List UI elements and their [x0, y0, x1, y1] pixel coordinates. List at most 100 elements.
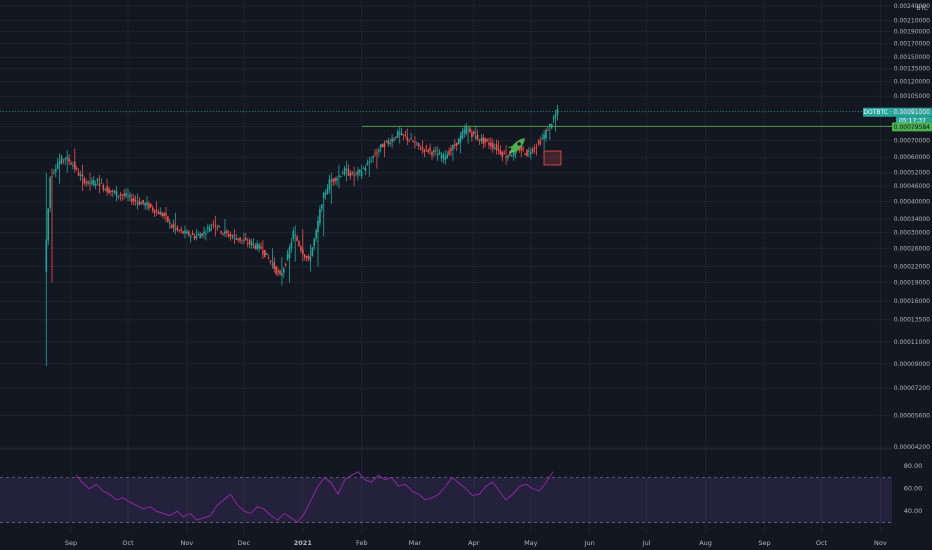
candle-body [482, 137, 485, 144]
candle-body [340, 176, 342, 178]
rsi-panel: 80.00 60.00 40.00 [0, 448, 923, 524]
candle-body [402, 134, 405, 136]
candle-body [226, 230, 228, 234]
candle-body [104, 189, 106, 191]
candle-body [539, 140, 542, 144]
candle-body [421, 146, 424, 149]
candle-body [484, 137, 486, 143]
candle-body [121, 194, 124, 196]
candle-body [85, 182, 87, 184]
candle-body [406, 137, 409, 141]
candle-body [91, 180, 93, 184]
candle-body [419, 149, 422, 150]
candle-body [374, 153, 376, 155]
candle-body [359, 169, 361, 173]
candle-body [524, 153, 526, 155]
candle-body [341, 173, 344, 175]
candle-body [233, 234, 236, 236]
time-tick-label: 2021 [294, 539, 313, 547]
rsi-tick-label: 60.00 [904, 485, 923, 493]
candle-body [212, 223, 215, 225]
candle-body [184, 230, 186, 234]
candle-body [328, 179, 331, 189]
time-tick-label: Mar [409, 539, 422, 547]
candle-body [60, 156, 63, 164]
candle-body [201, 233, 203, 237]
candle-body [117, 195, 120, 197]
candle-body [290, 242, 293, 249]
candle-body [549, 123, 551, 127]
candle-body [552, 118, 555, 120]
countdown-text: 05:17:37 [899, 118, 926, 125]
candle-body [404, 135, 407, 137]
candle-body [237, 238, 239, 241]
candle-body [55, 169, 57, 172]
candle-body [296, 236, 298, 241]
candle-body [131, 198, 133, 202]
candle-body [378, 149, 380, 152]
candle-body [389, 142, 391, 144]
candle-body [457, 138, 460, 145]
candle-body [256, 243, 258, 250]
candle-body [435, 150, 437, 152]
candle-body [45, 239, 48, 272]
time-axis[interactable]: Sep Oct Nov Dec 2021 Feb Mar Apr May Jun Jul Aug Sep… [65, 539, 887, 547]
price-tick-label: 0.00240000 [894, 3, 930, 10]
candle-body [188, 231, 190, 236]
candle-body [490, 142, 492, 147]
candle-body [186, 231, 188, 234]
candle-body [269, 260, 272, 262]
price-tick-label: 0.00005600 [894, 413, 930, 420]
rsi-band-fill [0, 477, 892, 523]
candle-body [203, 231, 205, 234]
time-tick-label: Oct [816, 539, 828, 547]
candle-body [94, 184, 97, 186]
candle-body [446, 154, 448, 159]
candle-body [303, 254, 306, 258]
candle-body [317, 220, 319, 233]
candle-body [387, 140, 390, 145]
candle-body [497, 149, 500, 150]
price-axis[interactable]: 0.00240000 0.00210000 0.00190000 0.00170000… [894, 3, 930, 451]
candle-body [262, 250, 264, 255]
candle-body [324, 192, 327, 195]
candle-body [427, 149, 429, 152]
level-text: 0.00079584 [894, 124, 930, 131]
rsi-tick-label: 80.00 [904, 462, 923, 470]
candle-body [77, 172, 80, 176]
candle-body [300, 246, 302, 251]
candle-body [305, 256, 308, 259]
candle-body [414, 142, 416, 143]
candle-body [486, 139, 488, 142]
candle-body [436, 154, 439, 156]
candle-body [53, 172, 55, 173]
candle-body [505, 156, 507, 158]
candle-body [444, 157, 447, 160]
candle-body [174, 229, 177, 231]
candle-body [153, 209, 156, 213]
candle-body [478, 139, 481, 142]
candle-body [100, 182, 103, 184]
candle-body [334, 178, 336, 182]
candle-body [330, 180, 333, 182]
candle-body [355, 172, 357, 174]
candle-body [530, 152, 532, 155]
candle-body [349, 173, 352, 177]
highlight-box[interactable] [543, 150, 562, 166]
price-tick-label: 0.00009000 [894, 361, 930, 368]
time-tick-label: Feb [356, 539, 368, 547]
candle-body [440, 155, 443, 159]
candle-body [260, 246, 262, 249]
candle-body [537, 141, 540, 143]
candle-body [321, 204, 323, 209]
candle-body [345, 169, 348, 171]
candle-body [216, 227, 219, 229]
candle-body [275, 266, 277, 274]
candle-body [351, 172, 353, 175]
candle-body [385, 140, 388, 142]
candle-body [271, 264, 274, 266]
candle-body [429, 147, 431, 151]
candle-body [231, 236, 234, 239]
candle-body [125, 192, 127, 196]
